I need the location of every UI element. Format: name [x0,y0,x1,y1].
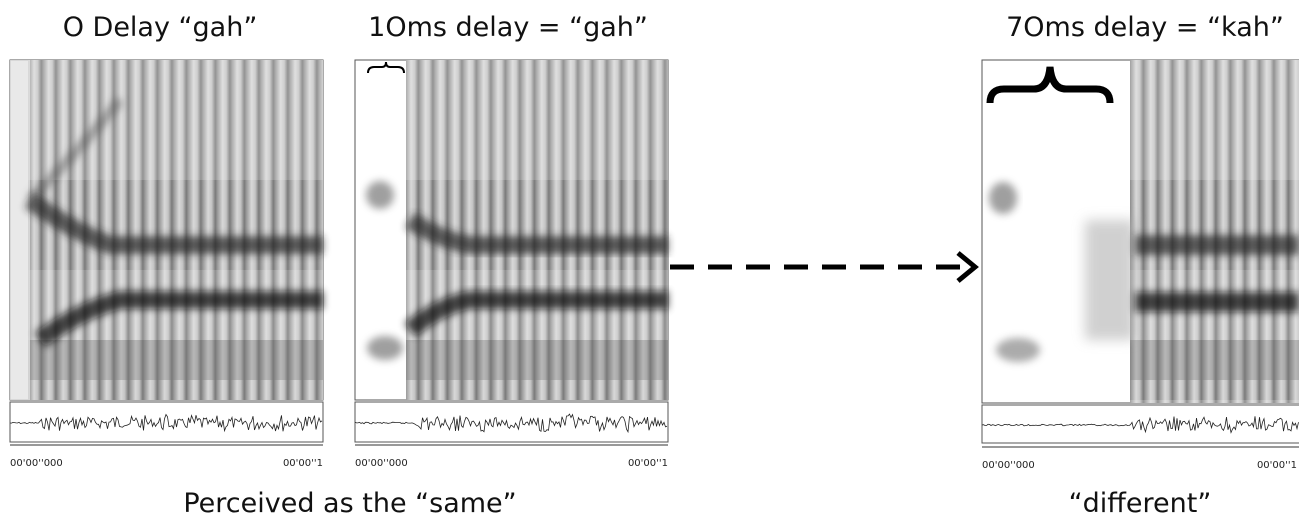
time-start: 00'00''000 [982,460,1035,471]
arrow-head [956,251,979,283]
burst [989,182,1017,214]
formant [1135,292,1299,312]
waveform-group [354,413,668,434]
formant [404,291,668,337]
time-end: 00'00''1 [1257,460,1297,471]
formant [1135,235,1299,255]
waveform-group [981,416,1299,434]
aspiration [1085,220,1135,340]
formant [24,192,323,254]
brace [986,66,1114,104]
caption: “different” [1069,488,1212,519]
caption: Perceived as the “same” [183,488,516,519]
spectrogram-panel: 1Oms delay = “gah” 00'00''000 00'00''1 [354,12,669,469]
burst [366,181,394,209]
panel-title: O Delay “gah” [63,12,258,43]
waveform [981,416,1299,434]
spectrogram [406,60,668,400]
burst [996,338,1040,362]
waveform-frame [9,401,324,443]
onset [10,60,30,400]
waveform-group [9,413,323,433]
formant [26,96,124,204]
brace [367,61,405,74]
time-end: 00'00''1 [283,458,323,469]
time-start: 00'00''000 [355,458,408,469]
time-end: 00'00''1 [628,458,668,469]
spectrogram [1130,60,1299,403]
panel-title: 7Oms delay = “kah” [1006,12,1284,43]
waveform [354,413,668,434]
spectrogram-panel: O Delay “gah” 00'00''000 00'00''1 [9,12,324,469]
panel-title: 1Oms delay = “gah” [368,12,648,43]
burst [367,336,403,360]
formant [34,291,323,348]
waveform-frame [354,401,669,443]
formant [405,212,668,254]
waveform-frame [981,404,1299,444]
waveform [9,413,323,433]
spectrogram-panel: 7Oms delay = “kah” 00'00''000 00'00''1 [981,12,1299,471]
time-start: 00'00''000 [10,458,63,469]
